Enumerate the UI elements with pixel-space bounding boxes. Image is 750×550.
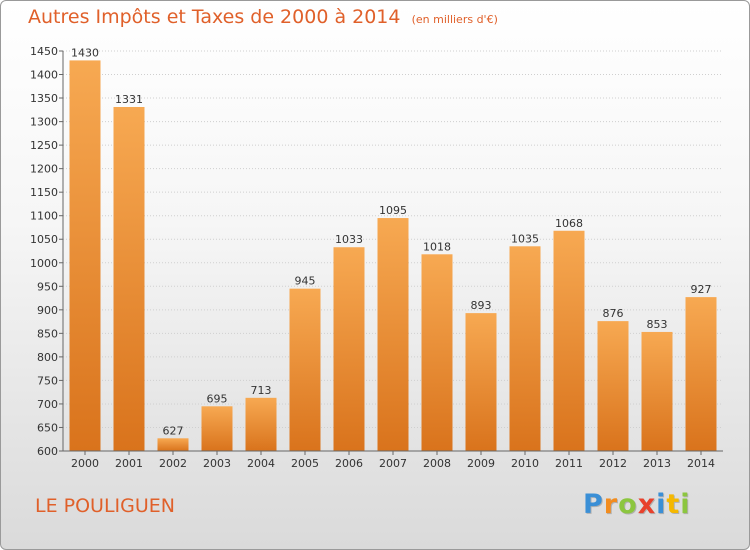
y-tick-label: 1400 [30,69,58,82]
y-axis: 600 650 700 750 800 850 900 950 1000 1050 1100 1150… [30,45,64,458]
data-label-2005: 945 [295,275,316,288]
title-main: Autres Impôts et Taxes de 2000 à 2014 [28,6,401,28]
x-tick-label-2002: 2002 [159,457,187,470]
bar-2005 [289,288,321,451]
chart-title: Autres Impôts et Taxes de 2000 à 2014 (e… [28,6,498,28]
data-label-2012: 876 [603,307,624,320]
bars [69,60,717,451]
y-tick-label: 1250 [30,139,58,152]
y-tick-label: 1150 [30,186,58,199]
x-tick-label-2010: 2010 [511,457,539,470]
bar-2007 [377,218,409,451]
bar-2014 [685,297,717,451]
bar-2006 [333,247,365,451]
data-label-2000: 1430 [71,46,99,59]
logo-letter: x [637,489,657,520]
x-tick-label-2011: 2011 [555,457,583,470]
x-tick-label-2006: 2006 [335,457,363,470]
bar-2004 [245,397,277,451]
bar-2002 [157,438,189,451]
data-label-2010: 1035 [511,232,539,245]
data-label-2003: 695 [207,392,228,405]
x-tick-label-2008: 2008 [423,457,451,470]
y-tick-label: 1450 [30,45,58,58]
logo-letter: t [666,489,681,520]
y-tick-label: 1300 [30,116,58,129]
data-label-2009: 893 [471,299,492,312]
data-label-2002: 627 [163,424,184,437]
x-tick-label-2005: 2005 [291,457,319,470]
data-label-2011: 1068 [555,217,583,230]
data-label-2008: 1018 [423,240,451,253]
y-tick-label: 1050 [30,233,58,246]
x-tick-label-2003: 2003 [203,457,231,470]
logo-letter: r [603,489,619,520]
bar-2012 [597,321,629,451]
proxiti-logo: Proxiti [583,489,691,520]
title-subtitle: (en milliers d'€) [411,13,498,26]
data-label-2004: 713 [251,384,272,397]
y-tick-label: 750 [37,374,58,387]
bar-2000 [69,60,101,451]
bar-2008 [421,254,453,451]
y-tick-label: 950 [37,280,58,293]
logo-letter: i [680,489,691,520]
y-tick-label: 800 [37,351,58,364]
y-tick-label: 1350 [30,92,58,105]
logo-letter: i [656,489,667,520]
commune-name: LE POULIGUEN [35,495,175,517]
logo-letter: P [583,489,604,520]
y-tick-label: 650 [37,421,58,434]
data-label-2001: 1331 [115,93,143,106]
x-tick-label-2013: 2013 [643,457,671,470]
data-label-2014: 927 [691,283,712,296]
logo-letter: o [618,489,638,520]
data-label-2013: 853 [647,318,668,331]
data-label-2007: 1095 [379,204,407,217]
bar-2013 [641,331,673,451]
x-tick-label-2014: 2014 [687,457,715,470]
y-tick-label: 700 [37,398,58,411]
x-tick-label-2004: 2004 [247,457,275,470]
x-tick-label-2001: 2001 [115,457,143,470]
y-tick-label: 1000 [30,257,58,270]
bar-2009 [465,313,497,451]
bar-2011 [553,230,585,451]
bar-2010 [509,246,541,451]
data-label-2006: 1033 [335,233,363,246]
y-tick-label: 1100 [30,210,58,223]
y-tick-label: 900 [37,304,58,317]
x-tick-label-2000: 2000 [71,457,99,470]
y-tick-label: 850 [37,327,58,340]
data-labels: 1430 1331 627 695 713 945 1033 1095 1018 893 1035 1… [71,46,712,437]
y-tick-label: 600 [37,445,58,458]
bar-2003 [201,406,233,451]
x-tick-label-2007: 2007 [379,457,407,470]
x-tick-label-2012: 2012 [599,457,627,470]
y-tick-label: 1200 [30,163,58,176]
x-tick-label-2009: 2009 [467,457,495,470]
x-axis: 2000 2001 2002 2003 2004 2005 2006 2007 2008 2009… [63,450,723,470]
bar-2001 [113,107,145,451]
